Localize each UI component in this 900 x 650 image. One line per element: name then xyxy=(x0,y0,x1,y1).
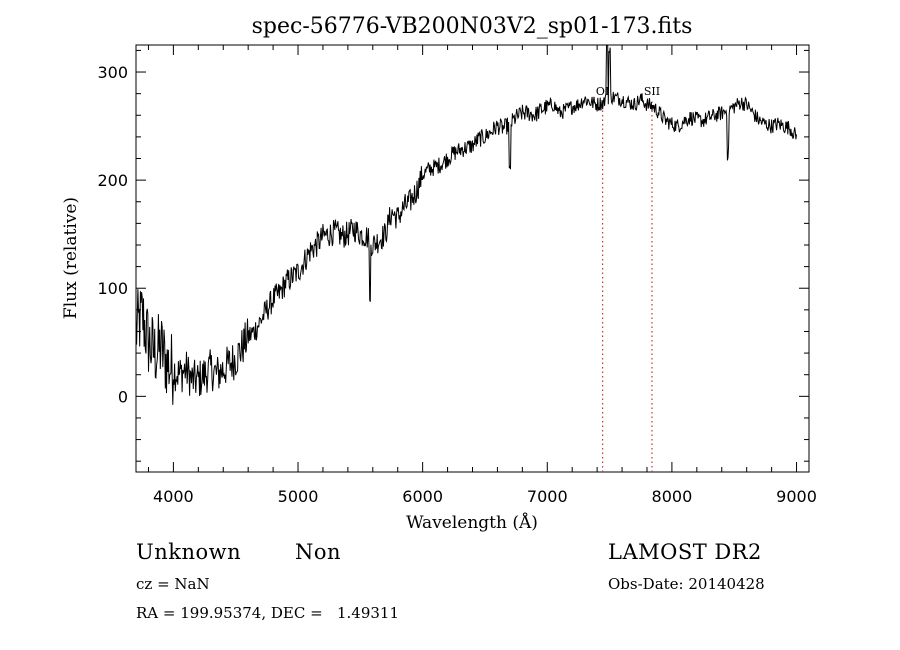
survey-name: LAMOST DR2 xyxy=(608,540,762,564)
chart-title: spec-56776-VB200N03V2_sp01-173.fits xyxy=(252,14,693,39)
x-tick-label: 4000 xyxy=(153,487,194,506)
spectrum-line xyxy=(135,44,797,405)
y-tick-label: 200 xyxy=(97,171,128,190)
spectrum-chart: spec-56776-VB200N03V2_sp01-173.fits 4000… xyxy=(61,14,817,533)
redshift-cz: cz = NaN xyxy=(136,575,210,593)
x-tick-label: 6000 xyxy=(402,487,443,506)
x-tick-label: 9000 xyxy=(776,487,817,506)
observation-date: Obs-Date: 20140428 xyxy=(608,575,765,593)
emission-line-label: SII xyxy=(644,85,660,98)
x-tick-labels: 4000 5000 6000 7000 8000 9000 xyxy=(153,487,817,506)
y-tick-label: 300 xyxy=(97,63,128,82)
x-tick-label: 8000 xyxy=(652,487,693,506)
x-tick-label: 7000 xyxy=(527,487,568,506)
axis-ticks xyxy=(136,45,809,472)
coordinates: RA = 199.95374, DEC = 1.49311 xyxy=(136,604,400,622)
spectral-subclass: Non xyxy=(295,540,342,564)
y-axis-label: Flux (relative) xyxy=(61,197,81,319)
emission-line-label: OI xyxy=(596,85,609,98)
y-tick-label: 100 xyxy=(97,279,128,298)
y-tick-label: 0 xyxy=(118,387,128,406)
x-axis-label: Wavelength (Å) xyxy=(406,512,538,533)
plot-frame xyxy=(135,44,810,473)
emission-lines: OI SII xyxy=(596,85,660,472)
x-tick-label: 5000 xyxy=(278,487,319,506)
spectral-class: Unknown xyxy=(136,540,242,564)
y-tick-labels: 0 100 200 300 xyxy=(97,63,128,406)
